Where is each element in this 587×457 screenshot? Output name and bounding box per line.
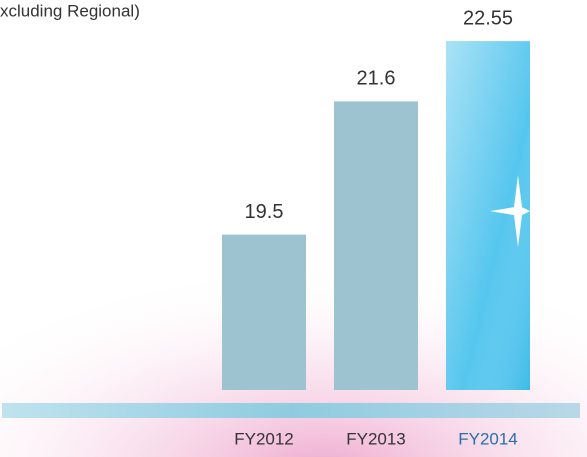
base-strip [2,403,580,418]
chart: xcluding Regional) 19.5 FY2012 21.6 FY2013 2… [0,0,587,457]
x-tick-label: FY2012 [234,429,294,448]
bar [222,235,306,390]
x-tick-label: FY2013 [346,429,406,448]
value-label: 22.55 [463,7,513,29]
value-label: 19.5 [245,201,284,223]
bar [334,101,418,390]
page: xcluding Regional) 19.5 FY2012 21.6 FY2013 2… [0,0,587,457]
value-label: 21.6 [357,68,396,90]
x-tick-label: FY2014 [458,429,518,448]
chart-title: xcluding Regional) [0,1,140,20]
